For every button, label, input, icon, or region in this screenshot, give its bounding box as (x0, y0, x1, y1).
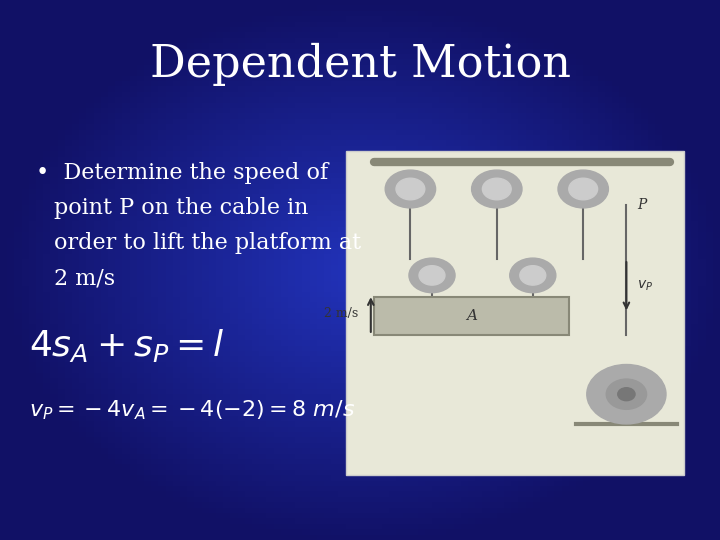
Text: 2 m/s: 2 m/s (54, 267, 115, 289)
Circle shape (409, 258, 455, 293)
Circle shape (569, 178, 598, 200)
Circle shape (606, 379, 647, 409)
FancyBboxPatch shape (346, 151, 684, 475)
Circle shape (558, 170, 608, 208)
Circle shape (385, 170, 436, 208)
Text: Dependent Motion: Dependent Motion (150, 43, 570, 86)
Circle shape (472, 170, 522, 208)
Text: $4s_A + s_P = l$: $4s_A + s_P = l$ (29, 327, 225, 364)
Circle shape (482, 178, 511, 200)
Circle shape (520, 266, 546, 285)
Text: P: P (637, 198, 647, 212)
Text: 2 m/s: 2 m/s (323, 307, 358, 320)
Text: •  Determine the speed of: • Determine the speed of (36, 162, 328, 184)
Text: point P on the cable in: point P on the cable in (54, 197, 308, 219)
Circle shape (587, 364, 666, 424)
Circle shape (618, 388, 635, 401)
Text: $v_P$: $v_P$ (637, 279, 653, 293)
Circle shape (419, 266, 445, 285)
Text: order to lift the platform at: order to lift the platform at (54, 232, 361, 254)
FancyBboxPatch shape (374, 297, 569, 335)
Text: A: A (466, 309, 477, 323)
Circle shape (510, 258, 556, 293)
Circle shape (396, 178, 425, 200)
Text: $v_P = -4v_A = -4(-2) = 8\ m/s$: $v_P = -4v_A = -4(-2) = 8\ m/s$ (29, 399, 355, 422)
